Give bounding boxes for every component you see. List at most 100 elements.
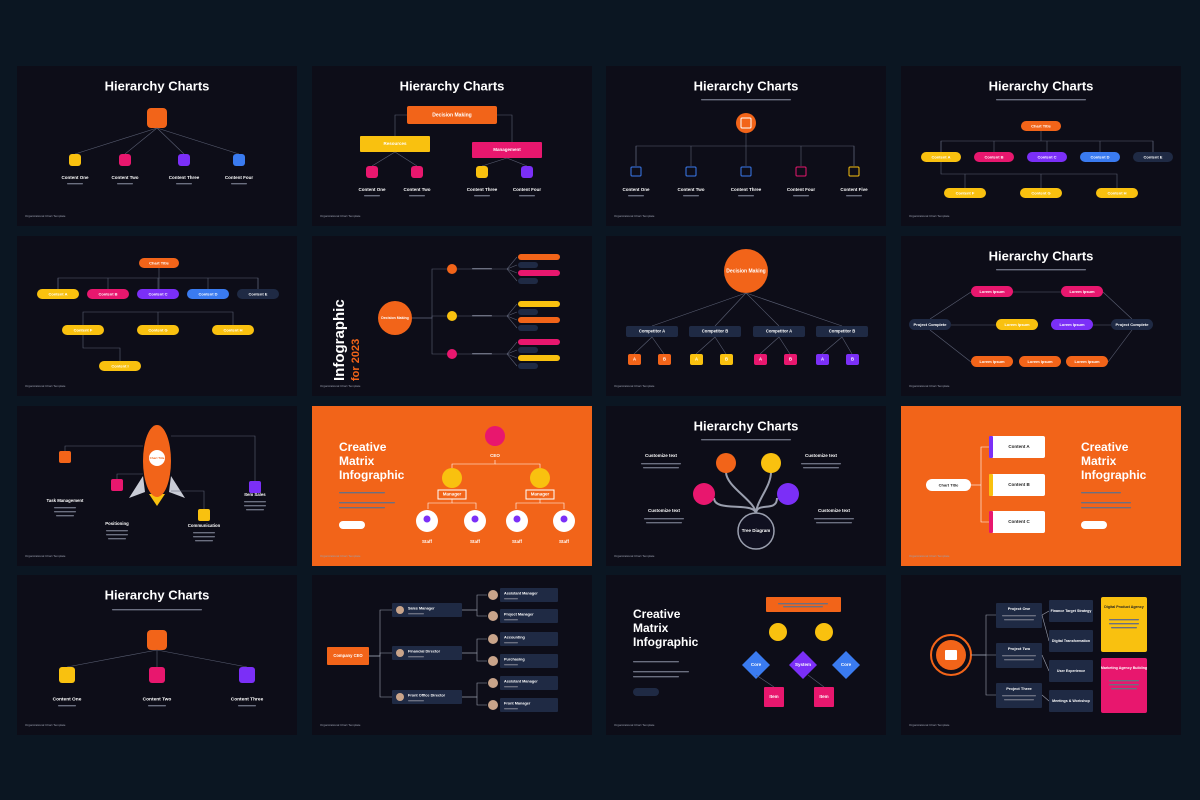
label: Content F	[74, 327, 93, 332]
label: Content Three	[467, 187, 498, 192]
label: Content Three	[169, 175, 200, 180]
slide-thumbnail: Hierarchy Charts Content One Content Two Co…	[17, 66, 297, 226]
slide-thumbnail: Infographic for 2023 Decision Making Organi…	[312, 236, 592, 396]
placeholder-text	[1081, 492, 1121, 494]
connector	[506, 256, 518, 270]
label: Organizational Chart Template	[320, 384, 361, 388]
connector	[506, 315, 518, 329]
icon	[239, 667, 255, 683]
connector	[156, 127, 185, 155]
stem	[713, 497, 757, 515]
connector	[778, 336, 791, 355]
placeholder-text	[193, 532, 215, 534]
icon	[59, 451, 71, 463]
label: Content Five	[840, 187, 868, 192]
placeholder-text	[738, 195, 754, 197]
label: Content D	[1090, 154, 1109, 159]
icon	[111, 479, 123, 491]
slide-thumbnail: Chart Title Task Management Positioning Com…	[17, 406, 297, 566]
diamond	[789, 651, 817, 679]
avatar	[488, 590, 498, 600]
connector	[1041, 610, 1050, 616]
node-circle	[736, 113, 756, 133]
connector	[66, 649, 158, 668]
connector	[1041, 614, 1050, 642]
box	[764, 687, 784, 707]
pill	[1021, 121, 1061, 131]
node-circle	[716, 453, 736, 473]
label: Content D	[198, 291, 217, 296]
placeholder-text	[1109, 619, 1139, 621]
box	[1049, 690, 1093, 712]
icon	[119, 154, 131, 166]
pill	[87, 289, 129, 299]
node-circle	[724, 249, 768, 293]
placeholder-text	[504, 664, 518, 666]
label: A	[695, 357, 698, 362]
label: Lorem Ipsum	[979, 359, 1005, 364]
connector	[745, 292, 780, 327]
label: Content Two	[404, 187, 431, 192]
label: A	[759, 357, 762, 362]
diamond	[832, 651, 860, 679]
label: Organizational Chart Template	[614, 723, 655, 727]
label: Organizational Chart Template	[909, 214, 950, 218]
label: B	[663, 357, 666, 362]
box	[472, 142, 542, 158]
tile	[754, 354, 767, 365]
connector	[452, 502, 477, 509]
icon	[411, 166, 423, 178]
label: Content One	[53, 696, 82, 702]
placeholder-text	[54, 507, 76, 509]
rocket-window	[149, 450, 165, 466]
label: Content One	[62, 175, 89, 180]
placeholder-text	[1111, 688, 1137, 690]
connector	[540, 502, 565, 509]
label: Organizational Chart Template	[25, 384, 66, 388]
connector	[506, 349, 518, 355]
node-circle	[815, 623, 833, 641]
pill	[626, 326, 678, 337]
pill	[518, 301, 560, 307]
pill	[816, 326, 868, 337]
label: Customize text	[818, 508, 851, 513]
slide-background	[312, 66, 592, 226]
label: Content A	[1008, 444, 1030, 449]
label: Organizational Chart Template	[25, 723, 66, 727]
icon	[198, 509, 210, 521]
label: Infographic	[633, 635, 699, 649]
avatar	[560, 515, 568, 523]
box	[1049, 630, 1093, 652]
placeholder-text	[106, 534, 128, 536]
label: Hierarchy Charts	[400, 78, 505, 93]
label: Content G	[1031, 190, 1050, 195]
label: Chart Title	[939, 482, 959, 487]
node-circle	[378, 301, 412, 335]
label: Content One	[359, 187, 386, 192]
connector	[929, 291, 972, 320]
box	[360, 136, 430, 152]
label: Tree Diagram	[742, 528, 771, 533]
label: Competitor A	[766, 329, 792, 334]
connector	[506, 268, 518, 282]
label: Project Complete	[1116, 322, 1150, 327]
placeholder-text	[633, 671, 689, 673]
label: Hierarchy Charts	[694, 78, 799, 93]
pill	[971, 356, 1013, 367]
label: User Experience	[1057, 669, 1085, 673]
box	[814, 687, 834, 707]
label: Content Three	[231, 696, 264, 702]
connector	[807, 674, 825, 688]
avatar	[488, 700, 498, 710]
pill	[1051, 319, 1093, 330]
label: Project Three	[1006, 686, 1032, 691]
placeholder-text	[1109, 623, 1139, 625]
placeholder-text	[1111, 627, 1137, 629]
tile	[846, 354, 859, 365]
label: Lorem Ipsum	[1059, 322, 1085, 327]
connector	[156, 127, 240, 155]
tile	[690, 354, 703, 365]
placeholder-text	[641, 463, 681, 465]
label: Organizational Chart Template	[614, 554, 655, 558]
label: Content I	[111, 363, 128, 368]
